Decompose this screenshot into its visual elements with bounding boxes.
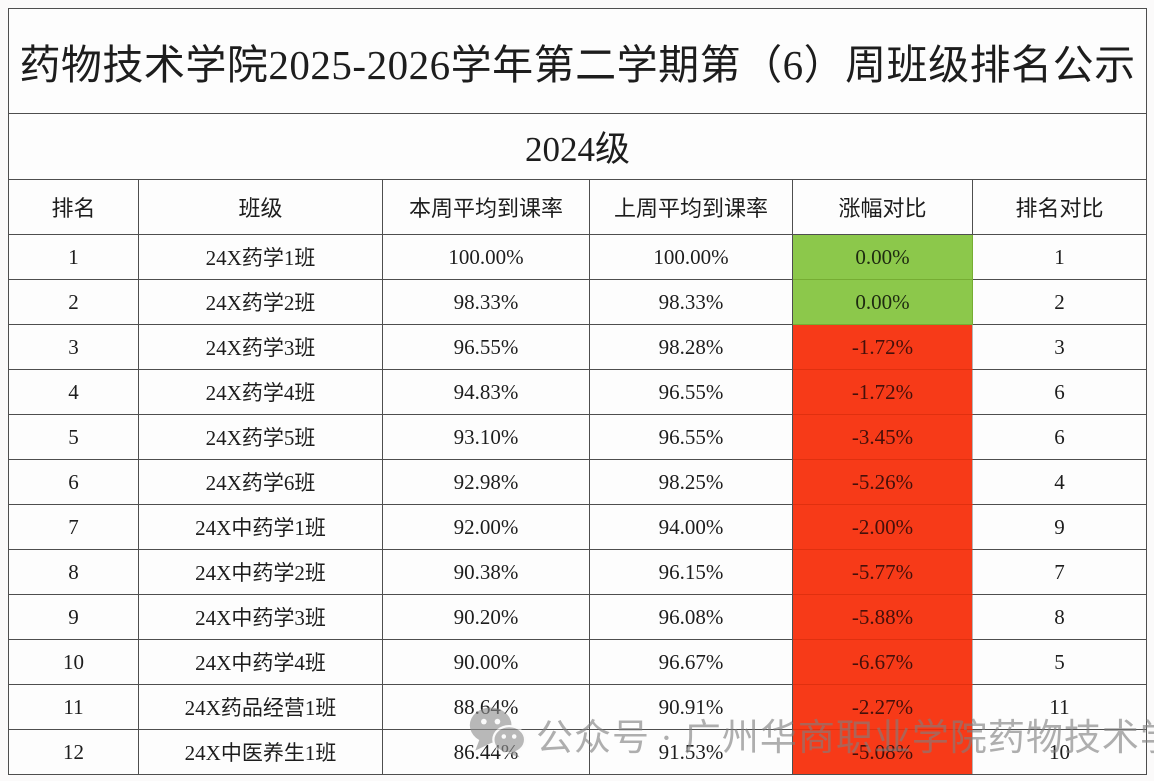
- rank-cell: 12: [8, 729, 139, 775]
- change-cell: -1.72%: [792, 324, 973, 370]
- last-week-rate-cell: 91.53%: [589, 729, 793, 775]
- rank-compare-cell: 4: [971, 459, 1148, 505]
- last-week-rate-cell: 96.08%: [589, 594, 793, 640]
- table-row: 11 24X药品经营1班 88.64% 90.91% -2.27% 11: [8, 684, 1148, 730]
- table-row: 3 24X药学3班 96.55% 98.28% -1.72% 3: [8, 324, 1148, 370]
- rank-compare-cell: 3: [971, 324, 1148, 370]
- this-week-rate-cell: 94.83%: [382, 369, 590, 415]
- rank-cell: 1: [8, 234, 139, 280]
- class-ranking-table: 药物技术学院2025-2026学年第二学期第（6）周班级排名公示 2024级 排…: [7, 8, 1148, 775]
- last-week-rate-cell: 96.15%: [589, 549, 793, 595]
- rank-compare-cell: 9: [971, 504, 1148, 550]
- class-name-cell: 24X药学2班: [138, 279, 383, 325]
- class-name-cell: 24X中药学1班: [138, 504, 383, 550]
- change-cell: 0.00%: [792, 234, 973, 280]
- class-name-cell: 24X药学3班: [138, 324, 383, 370]
- change-cell: -3.45%: [792, 414, 973, 460]
- change-cell: -2.00%: [792, 504, 973, 550]
- last-week-rate-cell: 90.91%: [589, 684, 793, 730]
- this-week-rate-cell: 92.00%: [382, 504, 590, 550]
- class-name-cell: 24X药学5班: [138, 414, 383, 460]
- column-header-last-week: 上周平均到课率: [589, 179, 793, 235]
- table-row: 12 24X中医养生1班 86.44% 91.53% -5.08% 10: [8, 729, 1148, 775]
- change-cell: -5.88%: [792, 594, 973, 640]
- rank-cell: 10: [8, 639, 139, 685]
- last-week-rate-cell: 98.28%: [589, 324, 793, 370]
- table-row: 8 24X中药学2班 90.38% 96.15% -5.77% 7: [8, 549, 1148, 595]
- this-week-rate-cell: 90.00%: [382, 639, 590, 685]
- table-header-row: 排名 班级 本周平均到课率 上周平均到课率 涨幅对比 排名对比: [8, 179, 1148, 235]
- class-name-cell: 24X中药学4班: [138, 639, 383, 685]
- table-row: 1 24X药学1班 100.00% 100.00% 0.00% 1: [8, 234, 1148, 280]
- rank-compare-cell: 2: [971, 279, 1148, 325]
- table-row: 9 24X中药学3班 90.20% 96.08% -5.88% 8: [8, 594, 1148, 640]
- page-title: 药物技术学院2025-2026学年第二学期第（6）周班级排名公示: [7, 8, 1148, 114]
- grade-label: 2024级: [7, 113, 1148, 180]
- rank-cell: 5: [8, 414, 139, 460]
- column-header-rank-compare: 排名对比: [971, 179, 1148, 235]
- column-header-change: 涨幅对比: [792, 179, 973, 235]
- change-cell: -1.72%: [792, 369, 973, 415]
- column-header-this-week: 本周平均到课率: [382, 179, 590, 235]
- subtitle-row: 2024级: [7, 113, 1148, 180]
- table-row: 5 24X药学5班 93.10% 96.55% -3.45% 6: [8, 414, 1148, 460]
- rank-cell: 11: [8, 684, 139, 730]
- change-cell: -6.67%: [792, 639, 973, 685]
- class-name-cell: 24X药学6班: [138, 459, 383, 505]
- change-cell: -2.27%: [792, 684, 973, 730]
- class-name-cell: 24X药品经营1班: [138, 684, 383, 730]
- rank-compare-cell: 10: [971, 729, 1148, 775]
- last-week-rate-cell: 96.55%: [589, 369, 793, 415]
- change-cell: -5.77%: [792, 549, 973, 595]
- table-row: 2 24X药学2班 98.33% 98.33% 0.00% 2: [8, 279, 1148, 325]
- title-row: 药物技术学院2025-2026学年第二学期第（6）周班级排名公示: [7, 8, 1148, 114]
- rank-cell: 3: [8, 324, 139, 370]
- last-week-rate-cell: 98.33%: [589, 279, 793, 325]
- last-week-rate-cell: 100.00%: [589, 234, 793, 280]
- this-week-rate-cell: 98.33%: [382, 279, 590, 325]
- this-week-rate-cell: 92.98%: [382, 459, 590, 505]
- rank-cell: 6: [8, 459, 139, 505]
- this-week-rate-cell: 90.20%: [382, 594, 590, 640]
- class-name-cell: 24X中药学3班: [138, 594, 383, 640]
- class-name-cell: 24X中药学2班: [138, 549, 383, 595]
- column-header-class: 班级: [138, 179, 383, 235]
- this-week-rate-cell: 88.64%: [382, 684, 590, 730]
- change-cell: -5.08%: [792, 729, 973, 775]
- table-row: 6 24X药学6班 92.98% 98.25% -5.26% 4: [8, 459, 1148, 505]
- rank-cell: 8: [8, 549, 139, 595]
- rank-compare-cell: 7: [971, 549, 1148, 595]
- rank-cell: 7: [8, 504, 139, 550]
- table-row: 10 24X中药学4班 90.00% 96.67% -6.67% 5: [8, 639, 1148, 685]
- last-week-rate-cell: 98.25%: [589, 459, 793, 505]
- change-cell: -5.26%: [792, 459, 973, 505]
- last-week-rate-cell: 96.55%: [589, 414, 793, 460]
- rank-compare-cell: 6: [971, 414, 1148, 460]
- this-week-rate-cell: 100.00%: [382, 234, 590, 280]
- rank-compare-cell: 6: [971, 369, 1148, 415]
- this-week-rate-cell: 93.10%: [382, 414, 590, 460]
- rank-compare-cell: 5: [971, 639, 1148, 685]
- class-name-cell: 24X药学1班: [138, 234, 383, 280]
- table-row: 7 24X中药学1班 92.00% 94.00% -2.00% 9: [8, 504, 1148, 550]
- rank-cell: 4: [8, 369, 139, 415]
- column-header-rank: 排名: [8, 179, 139, 235]
- class-name-cell: 24X中医养生1班: [138, 729, 383, 775]
- last-week-rate-cell: 94.00%: [589, 504, 793, 550]
- this-week-rate-cell: 90.38%: [382, 549, 590, 595]
- last-week-rate-cell: 96.67%: [589, 639, 793, 685]
- class-name-cell: 24X药学4班: [138, 369, 383, 415]
- this-week-rate-cell: 96.55%: [382, 324, 590, 370]
- this-week-rate-cell: 86.44%: [382, 729, 590, 775]
- change-cell: 0.00%: [792, 279, 973, 325]
- rank-cell: 2: [8, 279, 139, 325]
- rank-compare-cell: 8: [971, 594, 1148, 640]
- rank-compare-cell: 11: [971, 684, 1148, 730]
- table-row: 4 24X药学4班 94.83% 96.55% -1.72% 6: [8, 369, 1148, 415]
- rank-cell: 9: [8, 594, 139, 640]
- rank-compare-cell: 1: [971, 234, 1148, 280]
